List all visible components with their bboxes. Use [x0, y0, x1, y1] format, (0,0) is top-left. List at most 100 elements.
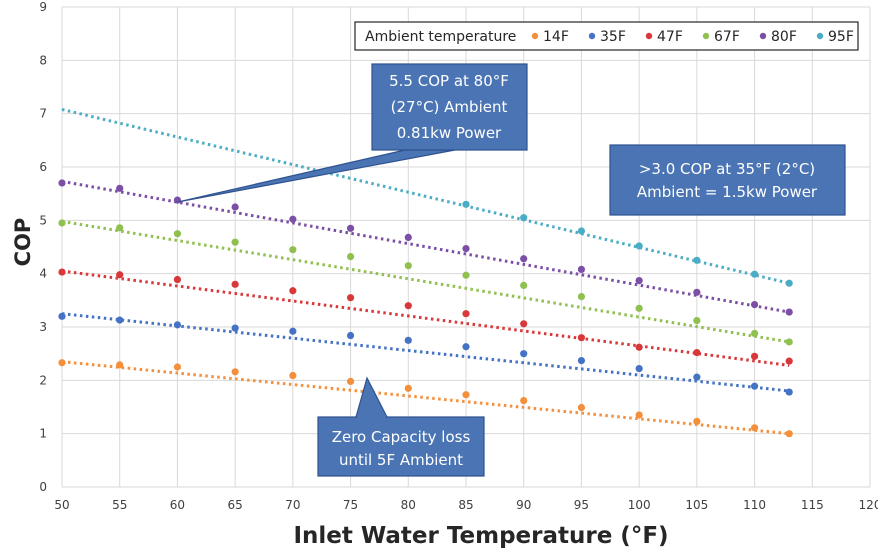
y-tick-label: 2: [39, 373, 47, 387]
data-point-14F: [58, 359, 66, 367]
x-tick-label: 50: [54, 498, 69, 512]
data-point-35F: [346, 331, 355, 340]
data-point-14F: [750, 424, 759, 432]
axes: 0 1 2 3 4 5 6 7 8 9 50 55 60 65 70 75 80 85 90 95 100 105 110 1…: [11, 0, 878, 549]
legend-marker-80F: [759, 32, 767, 40]
data-point-35F: [785, 388, 793, 396]
data-point-95F: [635, 242, 643, 250]
data-point-35F: [520, 350, 528, 358]
x-tick-label: 120: [859, 498, 878, 512]
x-tick-label: 85: [458, 498, 473, 512]
data-point-14F: [577, 403, 586, 412]
callout-box-zero-loss: [317, 416, 485, 477]
data-point-47F: [635, 343, 643, 351]
data-point-80F: [404, 233, 412, 241]
series-67F: [58, 219, 793, 346]
data-point-35F: [116, 316, 124, 324]
data-point-67F: [750, 329, 759, 337]
data-point-35F: [462, 343, 470, 351]
data-point-14F: [116, 361, 124, 369]
data-point-80F: [577, 265, 586, 273]
data-point-67F: [58, 219, 66, 227]
x-tick-label: 60: [170, 498, 185, 512]
x-tick-label: 115: [801, 498, 824, 512]
series-layer: [58, 107, 793, 438]
callout-80f-line: 5.5 COP at 80°F: [389, 72, 509, 90]
data-point-80F: [346, 224, 355, 232]
data-point-14F: [462, 391, 470, 399]
data-point-67F: [462, 271, 470, 279]
callout-80f-line: 0.81kw Power: [397, 124, 502, 142]
data-point-80F: [173, 196, 182, 204]
legend-marker-35F: [588, 32, 596, 40]
legend-label-80F: 80F: [771, 29, 797, 45]
y-axis-title: COP: [11, 218, 35, 267]
legend-label-95F: 95F: [828, 29, 854, 45]
series-47F: [58, 268, 793, 367]
data-point-47F: [577, 334, 586, 342]
data-point-80F: [58, 179, 66, 187]
x-tick-label: 100: [628, 498, 651, 512]
legend-marker-95F: [816, 32, 824, 40]
y-tick-label: 4: [39, 267, 47, 281]
data-point-95F: [520, 214, 528, 222]
data-point-67F: [693, 317, 701, 325]
y-tick-label: 1: [39, 427, 47, 441]
x-tick-label: 65: [228, 498, 243, 512]
x-tick-label: 105: [685, 498, 708, 512]
legend-label-67F: 67F: [714, 29, 740, 45]
data-point-95F: [750, 270, 759, 278]
legend: Ambient temperature 14F 35F 47F 67F 80F 95F: [354, 21, 859, 51]
y-tick-label: 9: [39, 0, 47, 14]
data-point-67F: [116, 224, 124, 232]
data-point-80F: [785, 308, 793, 316]
legend-label-35F: 35F: [600, 29, 626, 45]
data-point-80F: [693, 288, 701, 296]
data-point-47F: [346, 294, 355, 302]
legend-label-47F: 47F: [657, 29, 683, 45]
y-tick-label: 8: [39, 53, 47, 67]
data-point-35F: [58, 312, 66, 320]
callout-80f-line: (27°C) Ambient: [391, 98, 508, 116]
y-tick-label: 3: [39, 320, 47, 334]
data-point-35F: [289, 327, 297, 335]
data-point-80F: [750, 301, 759, 309]
data-point-67F: [346, 253, 355, 261]
x-tick-label: 75: [343, 498, 358, 512]
data-point-67F: [520, 281, 528, 289]
y-tick-label: 7: [39, 107, 47, 121]
legend-marker-67F: [702, 32, 710, 40]
trendline-95F: [61, 107, 790, 285]
callouts: 5.5 COP at 80°F (27°C) Ambient 0.81kw Powe…: [177, 63, 846, 477]
series-35F: [58, 312, 793, 396]
data-point-35F: [231, 324, 239, 332]
data-point-95F: [785, 279, 793, 287]
callout-arrow-joint: [357, 415, 386, 419]
callout-zero-loss-line: until 5F Ambient: [339, 451, 463, 469]
data-point-35F: [750, 382, 759, 390]
data-point-14F: [693, 417, 701, 425]
data-point-67F: [231, 238, 239, 246]
data-point-14F: [346, 377, 355, 385]
y-tick-label: 6: [39, 160, 47, 174]
data-point-95F: [462, 200, 470, 208]
series-80F: [58, 179, 793, 316]
data-point-14F: [231, 368, 239, 376]
data-point-80F: [462, 245, 470, 253]
data-point-14F: [289, 371, 297, 380]
data-point-35F: [404, 336, 412, 344]
callout-zero-loss-line: Zero Capacity loss: [332, 428, 471, 446]
x-tick-label: 55: [112, 498, 127, 512]
x-tick-label: 90: [516, 498, 531, 512]
data-point-14F: [520, 397, 528, 405]
y-tick-label: 5: [39, 213, 47, 227]
legend-marker-14F: [531, 32, 539, 40]
callout-35f-line: Ambient = 1.5kw Power: [637, 183, 818, 201]
data-point-47F: [462, 310, 470, 318]
data-point-80F: [116, 184, 124, 192]
data-point-67F: [404, 262, 412, 270]
x-tick-label: 70: [285, 498, 300, 512]
data-point-95F: [577, 227, 586, 235]
